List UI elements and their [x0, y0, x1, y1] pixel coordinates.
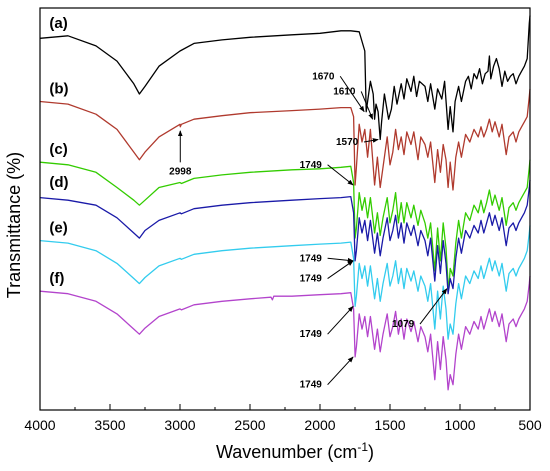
annotation-label: 1749	[300, 274, 323, 285]
spectrum-b	[39, 88, 531, 191]
annotation-arrow	[327, 260, 354, 279]
annotation-arrow	[327, 257, 354, 263]
annotation-label: 1749	[300, 160, 323, 171]
annotation-arrow	[327, 356, 354, 386]
series-label: (e)	[49, 220, 67, 237]
spectrum-e	[39, 225, 531, 340]
x-axis: 4000 3500 3000 2500 2000 1500 1000 500	[24, 404, 542, 433]
x-tick-label: 1500	[374, 417, 405, 433]
annotations-group: 1670 1610 1570 2998 1749 1079 1749 1749 1749 1749	[169, 71, 448, 391]
annotation-arrow	[327, 305, 354, 335]
x-axis-title: Wavenumber (cm-1)	[216, 440, 374, 462]
spectrum-d	[39, 179, 531, 295]
annotation-label: 1670	[312, 71, 335, 82]
spectrum-c	[39, 159, 531, 290]
series-label: (b)	[49, 81, 68, 98]
x-tick-label: 3000	[164, 417, 195, 433]
x-tick-label: 500	[518, 417, 542, 433]
panel-labels-group: (a) (b) (c) (d) (e) (f)	[49, 15, 68, 287]
annotation-label: 1570	[336, 137, 359, 148]
x-tick-label: 4000	[24, 417, 55, 433]
annotation-arrow	[419, 288, 448, 325]
annotation-label: 2998	[169, 166, 192, 177]
y-axis-title: Transmittance (%)	[4, 152, 24, 298]
x-tick-label: 3500	[94, 417, 125, 433]
annotation-arrow	[339, 75, 365, 113]
x-tick-label: 2500	[234, 417, 265, 433]
series-label: (a)	[49, 15, 67, 32]
annotation-arrow	[360, 91, 374, 120]
annotation-label: 1749	[300, 380, 323, 391]
annotation-label: 1610	[333, 86, 356, 97]
series-label: (f)	[49, 270, 64, 287]
annotation-arrow	[363, 138, 379, 143]
series-label: (c)	[49, 141, 67, 158]
spectrum-f	[39, 275, 531, 391]
x-tick-label: 2000	[304, 417, 335, 433]
spectrum-a	[39, 15, 531, 141]
annotation-label: 1749	[300, 329, 323, 340]
annotation-arrow	[327, 164, 354, 186]
series-label: (d)	[49, 174, 68, 191]
annotation-label: 1079	[392, 319, 415, 330]
x-tick-label: 1000	[444, 417, 475, 433]
annotation-label: 1749	[300, 253, 323, 264]
spectra-group	[39, 15, 531, 391]
